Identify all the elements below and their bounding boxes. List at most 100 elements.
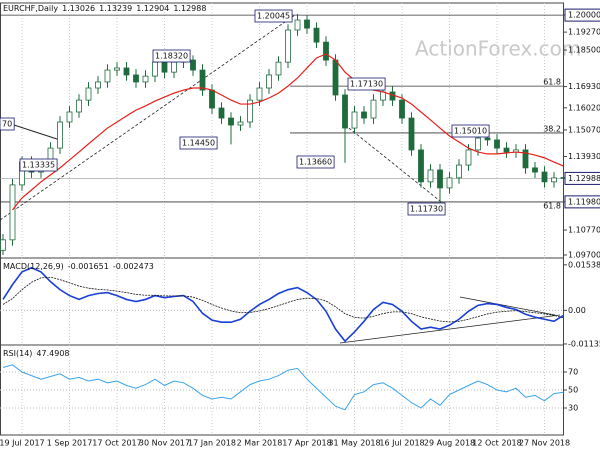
candle-body — [161, 61, 168, 73]
x-tick-label: 1 Sep 2017 — [47, 439, 93, 448]
candle-body — [522, 149, 529, 169]
candle-body — [342, 94, 348, 129]
annotation-box — [254, 9, 293, 23]
trend-line — [459, 296, 556, 316]
header-part: 1.13026 — [62, 4, 95, 13]
x-tick-label: 17 Oct 2017 — [92, 439, 141, 448]
annotation-box — [0, 117, 15, 131]
y-tick-label: 0.015385 — [568, 260, 600, 269]
header-part: RSI(14) — [3, 349, 32, 358]
candle-body — [503, 147, 510, 153]
header-part: EURCHF,Daily — [3, 4, 58, 13]
candle-body — [190, 59, 196, 71]
candle-body — [266, 74, 272, 89]
annotation-label: 1.17130 — [350, 80, 383, 89]
candle-body — [408, 117, 415, 151]
annotation-label: 1.13660 — [299, 158, 332, 167]
candle-body — [228, 117, 234, 126]
x-tick-label: 17 Jan 2018 — [188, 439, 236, 448]
trend-line — [339, 314, 561, 344]
x-tick-label: 2 Mar 2018 — [237, 439, 283, 448]
candle-body — [152, 61, 158, 77]
macd-header: MACD(12,26,9) -0.001651 -0.002473 — [3, 262, 154, 271]
y-tick-label: 1.11980 — [568, 197, 600, 206]
trend-line — [344, 124, 446, 206]
x-tick-label: 30 Nov 2017 — [139, 439, 190, 448]
trend-line — [13, 124, 61, 141]
rsi-line — [2, 364, 564, 411]
candle-body — [0, 239, 6, 251]
annotation-label: 1.11730 — [410, 205, 443, 214]
candle-body — [351, 111, 358, 129]
y-tick-label: 1.13930 — [568, 152, 600, 161]
y-tick-label: 0.00 — [568, 306, 586, 315]
candle-body — [9, 184, 16, 241]
candle-body — [370, 99, 377, 119]
candle-body — [313, 27, 320, 43]
candle-body — [66, 111, 73, 123]
tick-box — [564, 8, 600, 22]
candle-body — [494, 139, 500, 149]
macd-line — [2, 266, 564, 343]
header-part: 47.4908 — [36, 349, 69, 358]
candle-body — [57, 121, 63, 149]
candle-body — [332, 59, 339, 96]
header-part: -0.001651 — [68, 262, 109, 271]
candle-body — [247, 99, 253, 123]
header-part: 1.12988 — [173, 4, 206, 13]
y-tick-label: 1.15070 — [568, 125, 600, 134]
candle-body — [218, 107, 225, 119]
header-part: 1.13239 — [99, 4, 132, 13]
candle-body — [133, 74, 139, 83]
candle-body — [285, 29, 291, 63]
candle-body — [85, 87, 92, 101]
candle-body — [456, 164, 462, 179]
y-tick-label: 30 — [568, 404, 578, 413]
y-tick-label: 1.20000 — [568, 11, 600, 20]
candle-body — [427, 169, 434, 183]
candle-body — [199, 69, 206, 91]
candle-body — [275, 61, 282, 76]
candle-body — [551, 177, 557, 183]
candle-body — [418, 149, 424, 183]
candle-body — [209, 89, 215, 109]
candle-body — [484, 137, 491, 141]
candle-body — [237, 121, 244, 126]
candle-body — [361, 111, 367, 119]
candle-body — [323, 41, 329, 61]
candle-body — [465, 149, 472, 166]
y-tick-label: 1.10770 — [568, 226, 600, 235]
candle-body — [142, 75, 149, 83]
candle-body — [114, 67, 120, 71]
y-tick-label: 1.16930 — [568, 82, 600, 91]
main-header: EURCHF,Daily 1.13026 1.13239 1.12904 1.12988 — [3, 4, 206, 13]
x-tick-label: 29 Aug 2018 — [424, 439, 475, 448]
candle-body — [475, 137, 481, 151]
annotation-label: 1.15010 — [454, 127, 487, 136]
annotation-label: 1.20045 — [257, 12, 290, 21]
candle-body — [171, 61, 177, 73]
candle-body — [256, 87, 263, 101]
panel-frame — [0, 257, 564, 346]
x-tick-label: 16 Jul 2018 — [379, 439, 424, 448]
candle-body — [95, 81, 101, 89]
annotation-box — [296, 155, 335, 169]
annotation-box — [179, 136, 218, 150]
y-tick-label: 50 — [568, 386, 578, 395]
watermark: ActionForex.com — [415, 37, 581, 61]
candle-body — [532, 167, 538, 173]
x-tick-label: 17 Apr 2018 — [282, 439, 331, 448]
rsi-header: RSI(14) 47.4908 — [3, 349, 70, 358]
annotation-box — [451, 124, 490, 138]
tick-box — [564, 195, 600, 209]
y-tick-label: 1.09700 — [568, 250, 600, 259]
fib-label: 61.8 — [543, 201, 561, 210]
y-tick-label: 1.19270 — [568, 28, 600, 37]
annotation-box — [407, 202, 446, 216]
annotation-box — [347, 77, 386, 91]
header-part: -0.002473 — [113, 262, 154, 271]
annotation-label: 1.13335 — [22, 161, 55, 170]
current-price: 1.12988 — [568, 174, 600, 183]
candle-body — [541, 171, 548, 183]
y-tick-label: 1.16020 — [568, 103, 600, 112]
